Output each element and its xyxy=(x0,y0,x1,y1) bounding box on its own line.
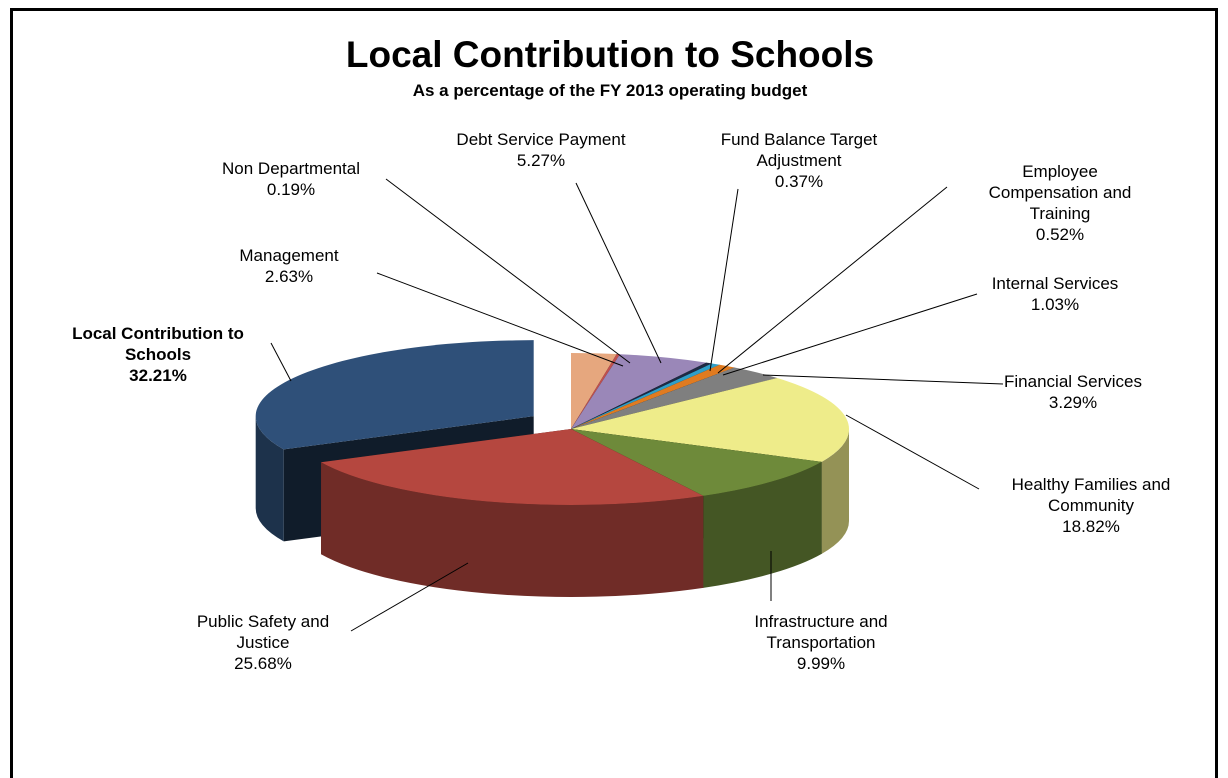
label-healthy-families-and-community: Healthy Families and Community 18.82% xyxy=(845,414,1171,536)
label-line-healthy-families-and-community-2: 18.82% xyxy=(1062,517,1120,536)
pie-slices xyxy=(255,340,850,598)
label-line-public-safety-and-justice-1: Justice xyxy=(237,633,290,652)
slice-top-employee-compensation-and-training xyxy=(571,363,720,429)
slice-side-healthy-families-and-community-0 xyxy=(821,429,849,554)
label-management: Management 2.63% xyxy=(239,246,624,367)
label-local-contribution-to-schools: Local Contribution to Schools 32.21% xyxy=(72,324,292,385)
label-debt-service-payment: Debt Service Payment 5.27% xyxy=(456,130,662,364)
slice-top-non-departmental xyxy=(571,354,621,429)
label-line-healthy-families-and-community-1: Community xyxy=(1048,496,1134,515)
label-line-fund-balance-target-adjustment-2: 0.37% xyxy=(775,172,823,191)
leader-line-non-departmental xyxy=(385,178,631,364)
slice-top-internal-services xyxy=(571,364,735,429)
label-line-employee-compensation-and-training-1: Compensation and xyxy=(989,183,1132,202)
label-line-local-contribution-to-schools-0: Local Contribution to xyxy=(72,324,244,343)
label-line-healthy-families-and-community-0: Healthy Families and xyxy=(1012,475,1171,494)
label-line-non-departmental-1: 0.19% xyxy=(267,180,315,199)
label-financial-services: Financial Services 3.29% xyxy=(762,372,1142,412)
label-line-internal-services-1: 1.03% xyxy=(1031,295,1079,314)
label-line-infrastructure-and-transportation-1: Transportation xyxy=(767,633,876,652)
label-line-infrastructure-and-transportation-2: 9.99% xyxy=(797,654,845,673)
pie-chart: Local Contribution to Schools As a perce… xyxy=(72,34,1170,673)
chart-title: Local Contribution to Schools xyxy=(346,34,874,75)
label-line-financial-services-0: Financial Services xyxy=(1004,372,1142,391)
leader-line-healthy-families-and-community xyxy=(845,414,980,490)
slice-top-fund-balance-target-adjustment xyxy=(571,362,712,429)
slice-top-local-contribution-to-schools xyxy=(255,340,534,450)
slice-top-infrastructure-and-transportation xyxy=(571,429,822,496)
slice-side-local-contribution-to-schools-0 xyxy=(255,416,284,542)
label-line-local-contribution-to-schools-1: Schools xyxy=(125,345,191,364)
chart-frame: Local Contribution to Schools As a perce… xyxy=(10,8,1218,778)
label-line-internal-services-0: Internal Services xyxy=(992,274,1119,293)
slice-side-public-safety-and-justice-0 xyxy=(321,462,704,598)
slice-labels: Management 2.63% Non Departmental 0.19% Debt… xyxy=(72,130,1170,673)
label-line-management-0: Management xyxy=(239,246,339,265)
leader-line-fund-balance-target-adjustment xyxy=(709,188,739,372)
label-line-debt-service-payment-0: Debt Service Payment xyxy=(456,130,625,149)
slice-top-management xyxy=(571,353,617,429)
slice-side-infrastructure-and-transportation-0 xyxy=(703,461,822,588)
label-line-management-1: 2.63% xyxy=(265,267,313,286)
label-line-fund-balance-target-adjustment-0: Fund Balance Target xyxy=(721,130,878,149)
label-line-debt-service-payment-1: 5.27% xyxy=(517,151,565,170)
slice-top-healthy-families-and-community xyxy=(571,378,850,462)
label-internal-services: Internal Services 1.03% xyxy=(722,274,1119,376)
label-line-public-safety-and-justice-2: 25.68% xyxy=(234,654,292,673)
label-line-employee-compensation-and-training-2: Training xyxy=(1030,204,1091,223)
leader-line-local-contribution-to-schools xyxy=(270,342,292,382)
label-line-employee-compensation-and-training-0: Employee xyxy=(1022,162,1098,181)
label-line-infrastructure-and-transportation-0: Infrastructure and xyxy=(754,612,887,631)
label-line-employee-compensation-and-training-3: 0.52% xyxy=(1036,225,1084,244)
label-public-safety-and-justice: Public Safety and Justice 25.68% xyxy=(197,562,469,673)
slice-top-debt-service-payment xyxy=(571,354,707,429)
leader-line-debt-service-payment xyxy=(575,182,662,364)
leader-line-management xyxy=(376,272,624,367)
label-line-local-contribution-to-schools-2: 32.21% xyxy=(129,366,187,385)
label-employee-compensation-and-training: Employee Compensation and Training 0.52% xyxy=(717,162,1132,374)
slice-top-financial-services xyxy=(571,367,778,429)
label-line-fund-balance-target-adjustment-1: Adjustment xyxy=(756,151,841,170)
label-non-departmental: Non Departmental 0.19% xyxy=(222,159,631,364)
label-line-public-safety-and-justice-0: Public Safety and xyxy=(197,612,329,631)
label-line-non-departmental-0: Non Departmental xyxy=(222,159,360,178)
label-line-financial-services-1: 3.29% xyxy=(1049,393,1097,412)
slice-top-public-safety-and-justice xyxy=(321,429,704,505)
leader-line-financial-services xyxy=(762,374,1004,385)
slice-public-safety-and-justice xyxy=(321,429,704,598)
label-fund-balance-target-adjustment: Fund Balance Target Adjustment 0.37% xyxy=(709,130,878,372)
label-infrastructure-and-transportation: Infrastructure and Transportation 9.99% xyxy=(754,551,888,673)
leader-line-public-safety-and-justice xyxy=(350,562,469,632)
leader-line-internal-services xyxy=(722,293,978,376)
leader-line-employee-compensation-and-training xyxy=(717,186,948,374)
chart-subtitle: As a percentage of the FY 2013 operating… xyxy=(413,81,808,100)
